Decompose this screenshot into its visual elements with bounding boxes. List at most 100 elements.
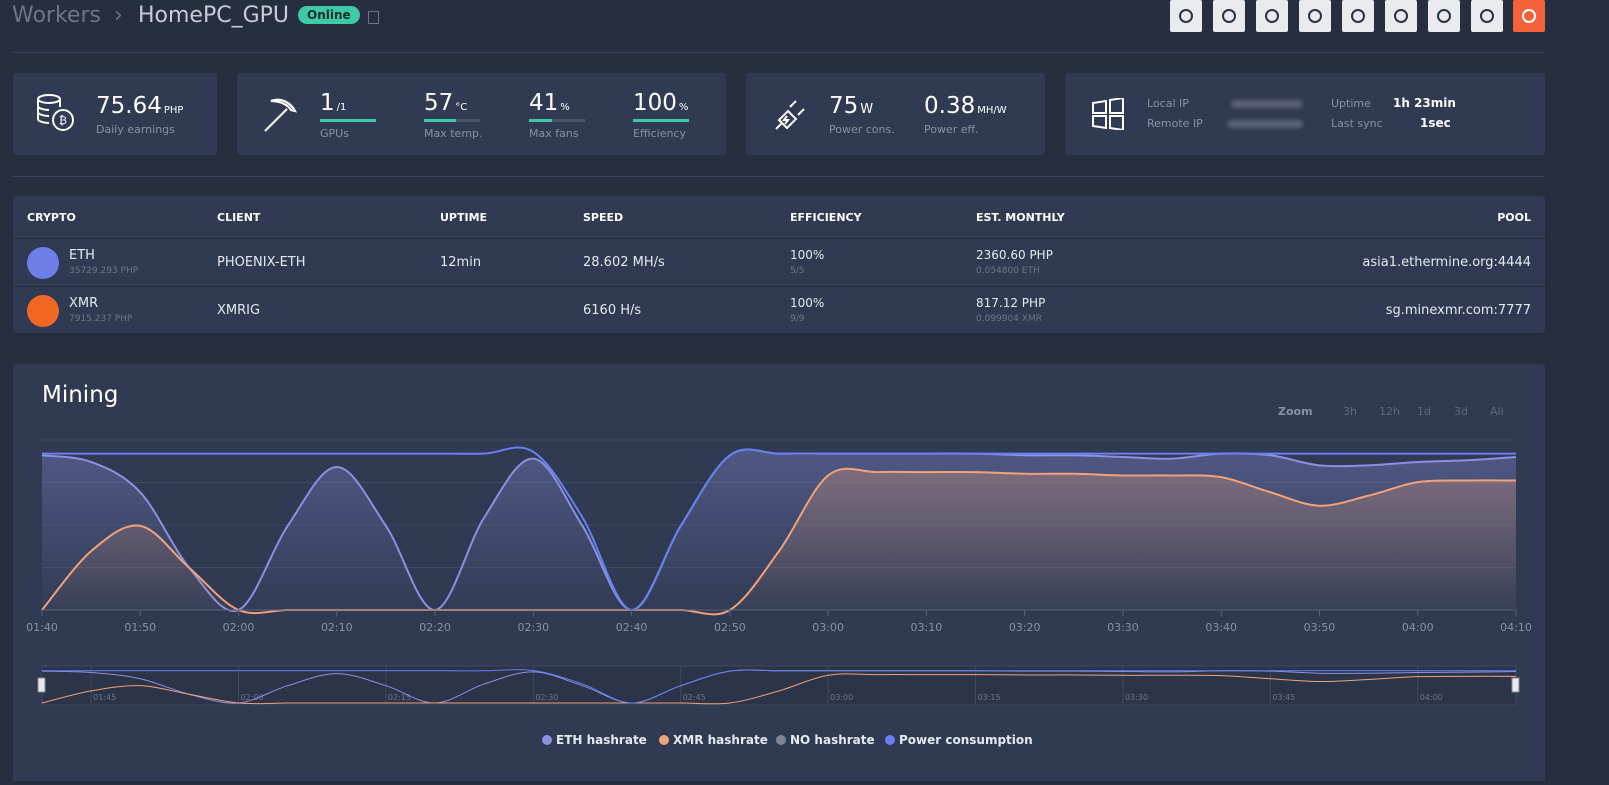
- column-header: CRYPTO: [27, 211, 76, 224]
- toolbar-button[interactable]: [1299, 0, 1331, 32]
- label: Power eff.: [924, 123, 979, 136]
- balance: 7915.237 PHP: [69, 314, 133, 324]
- zoom-button[interactable]: 1d: [1417, 405, 1431, 418]
- earnings-card: ₿ 75.64 PHP Daily earnings: [13, 73, 217, 155]
- legend-label[interactable]: NO hashrate: [790, 733, 875, 747]
- edit-icon[interactable]: [368, 11, 379, 24]
- efficiency: 100%: [790, 248, 825, 262]
- label: Uptime: [1331, 97, 1371, 110]
- unit: PHP: [163, 105, 184, 116]
- x-tick-label: 02:10: [321, 621, 353, 634]
- toolbar-button[interactable]: [1213, 0, 1245, 32]
- navigator-label: 01:45: [93, 693, 116, 702]
- toolbar-button[interactable]: [1471, 0, 1503, 32]
- navigator-label: 03:45: [1272, 693, 1295, 702]
- column-header: EFFICIENCY: [790, 211, 862, 224]
- legend-label[interactable]: Power consumption: [899, 733, 1033, 747]
- column-header: EST. MONTHLY: [976, 211, 1065, 224]
- blurred-ip: [1227, 120, 1303, 128]
- navigator-label: 02:30: [535, 693, 558, 702]
- x-tick-label: 01:40: [26, 621, 58, 634]
- gpu-bar: [320, 119, 376, 122]
- legend-label[interactable]: ETH hashrate: [556, 733, 647, 747]
- temp-bar: [424, 119, 480, 122]
- column-header: UPTIME: [440, 211, 488, 224]
- navigator-handle[interactable]: [1511, 677, 1520, 693]
- chart-title: Mining: [42, 382, 118, 408]
- balance: 35729.293 PHP: [69, 266, 139, 276]
- chart: Mining Zoom 3h 12h 1d 3d All 01:40 01:50 02:00 02…: [26, 382, 1532, 747]
- pickaxe-icon: [264, 98, 298, 132]
- x-tick-label: 02:50: [714, 621, 746, 634]
- coin: XMR: [69, 296, 99, 311]
- navigator-label: 03:15: [978, 693, 1001, 702]
- uptime: 1h 23min: [1393, 96, 1456, 110]
- zoom-button[interactable]: 3h: [1343, 405, 1357, 418]
- zoom-button[interactable]: 3d: [1454, 405, 1468, 418]
- column-header: SPEED: [583, 211, 624, 224]
- divider: [13, 52, 1545, 53]
- label: Daily earnings: [96, 123, 175, 136]
- est-monthly: 817.12 PHP: [976, 296, 1046, 310]
- label: Max fans: [529, 127, 579, 140]
- plug-icon: [775, 100, 805, 130]
- zoom-button[interactable]: All: [1490, 405, 1504, 418]
- est-monthly: 2360.60 PHP: [976, 248, 1053, 262]
- toolbar-button[interactable]: [1342, 0, 1374, 32]
- value: 100: [633, 90, 677, 116]
- shares: 5/5: [790, 266, 805, 276]
- worker-title: HomePC_GPU: [138, 3, 290, 28]
- x-tick-label: 02:00: [223, 621, 255, 634]
- navigator-handle[interactable]: [37, 677, 46, 693]
- navigator-label: 04:00: [1420, 693, 1443, 702]
- legend-label[interactable]: XMR hashrate: [673, 733, 768, 747]
- value: 57: [424, 90, 454, 116]
- legend-marker: [885, 735, 895, 745]
- unit: MH/W: [977, 105, 1007, 116]
- label: Remote IP: [1147, 117, 1203, 130]
- x-tick-label: 02:40: [616, 621, 648, 634]
- client: PHOENIX-ETH: [217, 255, 306, 270]
- toolbar-button[interactable]: [1170, 0, 1202, 32]
- series-line: [42, 446, 1516, 612]
- toolbar-button[interactable]: [1256, 0, 1288, 32]
- navigator-label: 02:00: [241, 693, 264, 702]
- speed: 28.602 MH/s: [583, 255, 665, 270]
- svg-text:₿: ₿: [59, 114, 67, 127]
- breadcrumb[interactable]: Workers: [12, 3, 101, 28]
- legend-marker: [542, 735, 552, 745]
- gpu-card: 1/1 GPUs 57 °C Max temp. 41% Max fans 100…: [237, 73, 726, 155]
- toolbar-button[interactable]: [1513, 0, 1545, 32]
- toolbar-button[interactable]: [1428, 0, 1460, 32]
- last-sync: 1sec: [1420, 116, 1451, 130]
- column-header: CLIENT: [217, 211, 261, 224]
- unit: W: [860, 102, 874, 117]
- coin-icon: [27, 295, 59, 327]
- uptime: 12min: [440, 255, 482, 270]
- value: 0.38: [924, 93, 976, 119]
- zoom-button[interactable]: 12h: [1379, 405, 1400, 418]
- series-line: [41, 673, 1517, 705]
- x-tick-label: 03:10: [911, 621, 943, 634]
- miners-table: CRYPTO CLIENT UPTIME SPEED EFFICIENCY EST. MO…: [13, 196, 1545, 333]
- speed: 6160 H/s: [583, 303, 642, 318]
- temp-fill: [424, 119, 456, 122]
- power-card: 75 W Power cons. 0.38 MH/W Power eff.: [746, 73, 1045, 155]
- x-tick-label: 03:40: [1205, 621, 1237, 634]
- toolbar-button[interactable]: [1385, 0, 1417, 32]
- label: Local IP: [1147, 97, 1189, 110]
- mining-panel: Mining Zoom 3h 12h 1d 3d All 01:40 01:50 02:00 02…: [13, 364, 1545, 781]
- unit: /1: [336, 102, 347, 113]
- fans-bar: [529, 119, 585, 122]
- label: Power cons.: [829, 123, 895, 136]
- efficiency-bar: [633, 119, 689, 122]
- x-tick-label: 03:50: [1304, 621, 1336, 634]
- x-tick-label: 03:30: [1107, 621, 1139, 634]
- unit: %: [560, 102, 570, 113]
- column-header: POOL: [1497, 211, 1531, 224]
- x-tick-label: 04:10: [1500, 621, 1532, 634]
- x-tick-label: 03:20: [1009, 621, 1041, 634]
- x-tick-label: 02:30: [517, 621, 549, 634]
- label: GPUs: [320, 127, 349, 140]
- coin-icon: [27, 247, 59, 279]
